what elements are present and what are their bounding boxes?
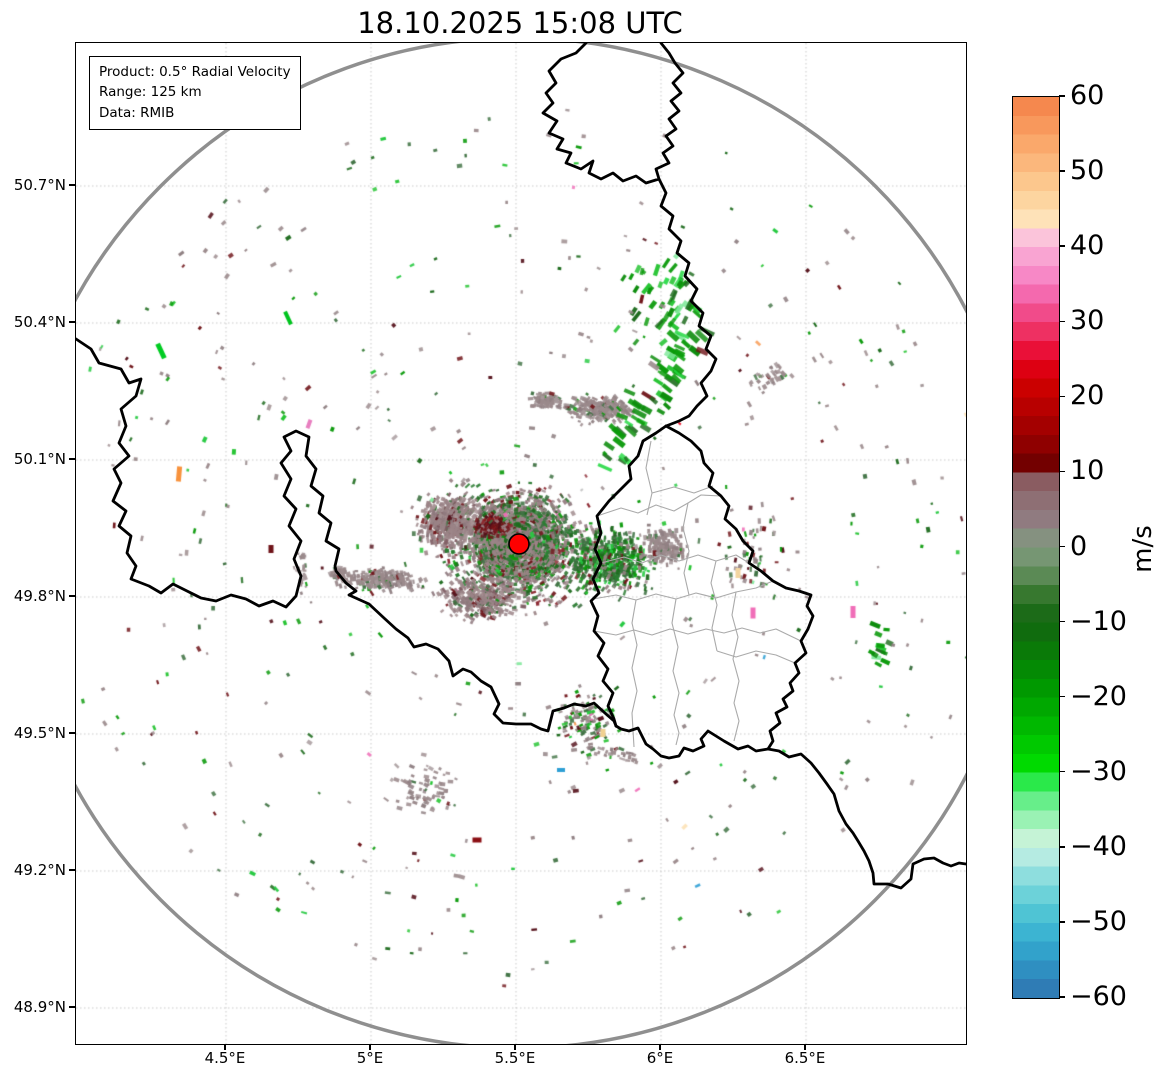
country-border [664, 424, 815, 751]
lat-tick-label: 50.4°N [13, 313, 66, 331]
district-border [731, 591, 740, 742]
colorbar-tick-label: 40 [1070, 230, 1105, 262]
colorbar-tick-mark [1059, 245, 1065, 247]
lat-tick-mark [69, 732, 75, 734]
colorbar-tick-label: 0 [1070, 530, 1088, 562]
map-plot-area: Product: 0.5° Radial Velocity Range: 125… [75, 42, 967, 1045]
lon-tick-mark [224, 1044, 226, 1050]
lat-tick-label: 49.8°N [13, 587, 66, 605]
colorbar-tick-mark [1059, 95, 1065, 97]
district-border [631, 599, 638, 748]
district-border [593, 627, 802, 642]
lat-tick-mark [69, 321, 75, 323]
colorbar-tick-label: −40 [1070, 830, 1127, 862]
colorbar-tick-label: 20 [1070, 380, 1105, 412]
district-border [682, 502, 690, 596]
colorbar-tick-label: 60 [1070, 79, 1105, 111]
country-border [766, 747, 966, 890]
lat-tick-label: 48.9°N [13, 998, 66, 1016]
data-source-line: Data: RMIB [99, 104, 175, 121]
lon-tick-label: 6°E [646, 1049, 674, 1067]
country-border [589, 424, 668, 728]
country-border [614, 724, 770, 760]
district-border [671, 598, 680, 746]
lon-tick-mark [804, 1044, 806, 1050]
lat-tick-label: 49.2°N [13, 861, 66, 879]
colorbar-tick-label: 30 [1070, 305, 1105, 337]
lon-tick-mark [369, 1044, 371, 1050]
lon-tick-mark [514, 1044, 516, 1050]
colorbar-tick-mark [1059, 170, 1065, 172]
range-line: Range: 125 km [99, 84, 202, 101]
colorbar-tick-label: −30 [1070, 755, 1127, 787]
colorbar-tick-mark [1059, 771, 1065, 773]
country-border [657, 177, 718, 428]
colorbar-tick-mark [1059, 470, 1065, 473]
figure-title: 18.10.2025 15:08 UTC [357, 6, 683, 40]
district-border [645, 440, 653, 516]
colorbar-tick-mark [1059, 620, 1065, 623]
lat-tick-mark [69, 869, 75, 871]
colorbar-tick-label: 10 [1070, 455, 1105, 487]
colorbar-tick-mark [1059, 846, 1065, 848]
colorbar-tick-mark [1059, 996, 1065, 998]
district-border [716, 650, 796, 664]
map-vector-layer [76, 43, 966, 1044]
product-info-box: Product: 0.5° Radial Velocity Range: 125… [89, 56, 301, 130]
product-line: Product: 0.5° Radial Velocity [99, 64, 291, 80]
district-border [710, 560, 718, 652]
district-border [592, 580, 774, 601]
colorbar-tick-label: −20 [1070, 680, 1127, 712]
colorbar-tick-mark [1059, 545, 1065, 548]
lon-tick-label: 5.5°E [494, 1049, 536, 1067]
lon-tick-label: 5°E [356, 1049, 384, 1067]
colorbar-tick-label: −10 [1070, 605, 1127, 637]
district-border [596, 494, 722, 517]
colorbar-tick-label: 50 [1070, 154, 1105, 186]
colorbar-tick-label: −50 [1070, 905, 1127, 937]
colorbar-tick-mark [1059, 695, 1065, 698]
district-border [600, 554, 750, 564]
lat-tick-label: 50.7°N [13, 176, 66, 194]
lat-tick-label: 50.1°N [13, 450, 66, 468]
lon-tick-label: 4.5°E [204, 1049, 246, 1067]
colorbar-unit-label: m/s [1128, 525, 1158, 573]
colorbar-tick-mark [1059, 395, 1065, 398]
country-border [541, 43, 685, 185]
lat-tick-mark [69, 1006, 75, 1008]
lon-tick-mark [659, 1044, 661, 1050]
country-border [76, 337, 618, 733]
lat-tick-mark [69, 184, 75, 186]
velocity-colorbar [1012, 96, 1060, 999]
district-border [651, 485, 714, 494]
lat-tick-mark [69, 595, 75, 597]
colorbar-tick-mark [1059, 320, 1065, 322]
colorbar-tick-mark [1059, 921, 1065, 923]
lon-tick-label: 6.5°E [784, 1049, 826, 1067]
radar-site-marker [508, 533, 530, 555]
lat-tick-mark [69, 458, 75, 460]
lat-tick-label: 49.5°N [13, 724, 66, 742]
colorbar-tick-label: −60 [1070, 980, 1127, 1012]
